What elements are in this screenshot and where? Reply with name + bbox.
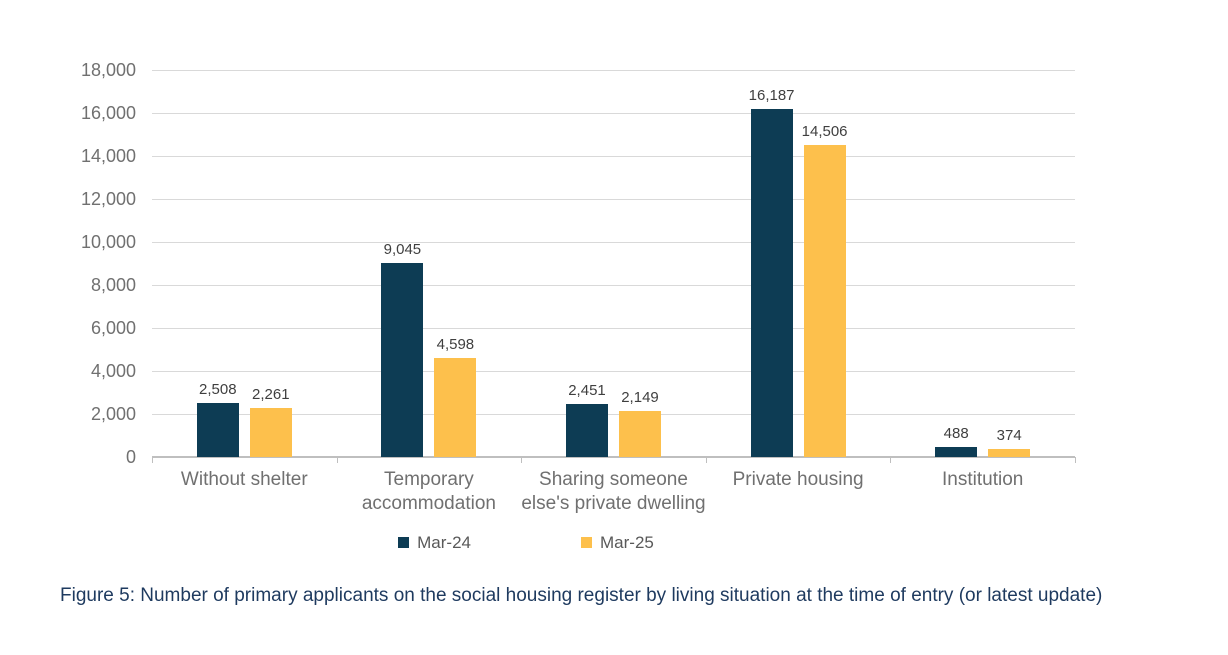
x-axis-line [152,456,1075,458]
bar-mar-24-private-housing [750,109,793,457]
value-label-mar-24-sharing-someone-else-s-private-dwelling: 2,451 [568,382,606,399]
legend-label-mar-24: Mar-24 [417,532,471,552]
bar-mar-24-temporary-accommodation [381,263,424,457]
legend-swatch-mar-24 [398,536,410,548]
gridline [152,370,1075,372]
y-axis-tick-label: 18,000 [80,60,136,80]
bar-mar-24-institution [935,447,978,457]
value-label-mar-25-without-shelter: 2,261 [252,386,290,403]
y-axis-tick-label: 2,000 [90,404,136,424]
legend-item-mar-24: Mar-24 [398,534,471,551]
value-label-mar-25-temporary-accommodation: 4,598 [436,336,475,353]
bar-mar-25-without-shelter [249,408,292,457]
category-label-temporary-accommodation: Temporary accommodation [361,469,496,514]
y-axis-tick-label: 10,000 [80,232,136,252]
bar-mar-24-without-shelter [196,403,239,457]
value-label-mar-25-sharing-someone-else-s-private-dwelling: 2,149 [621,389,659,406]
category-label-sharing-someone-else-s-private-dwelling: Sharing someone else's private dwelling [521,469,706,514]
value-label-mar-24-temporary-accommodation: 9,045 [383,241,422,258]
y-axis-tick-label: 4,000 [90,361,136,381]
gridline [152,327,1075,329]
value-label-mar-25-private-housing: 14,506 [801,123,848,140]
y-axis-tick-label: 6,000 [90,318,136,338]
legend-swatch-mar-25 [581,536,592,548]
y-axis-tick-label: 12,000 [80,189,136,209]
y-axis-tick-label: 14,000 [80,146,136,166]
gridline [152,241,1075,243]
figure-caption: Figure 5: Number of primary applicants o… [60,585,1103,606]
chart-legend: Mar-24 Mar-25 [0,531,1052,553]
gridline [152,112,1075,114]
bar-mar-25-institution [988,449,1031,457]
x-axis-tick [890,457,892,463]
gridline [152,198,1075,200]
y-axis-tick-label: 8,000 [90,275,136,295]
gridline [152,155,1075,157]
x-axis-tick [336,457,338,463]
category-label-institution: Institution [942,469,1024,490]
gridline [152,284,1075,286]
gridline [152,413,1075,415]
bar-mar-25-temporary-accommodation [434,358,477,457]
x-axis-tick [705,457,707,463]
x-axis-tick [1075,457,1076,463]
x-axis-tick [521,457,523,463]
y-axis-tick-label: 16,000 [80,103,136,123]
value-label-mar-24-without-shelter: 2,508 [199,381,237,398]
x-axis-tick [152,457,153,463]
value-label-mar-24-private-housing: 16,187 [748,87,795,104]
bar-mar-25-sharing-someone-else-s-private-dwelling [619,411,661,457]
category-label-without-shelter: Without shelter [180,469,308,490]
legend-item-mar-25: Mar-25 [581,534,654,551]
bar-mar-24-sharing-someone-else-s-private-dwelling [566,404,608,457]
y-axis-tick-label: 0 [125,447,136,467]
category-label-private-housing: Private housing [732,469,864,490]
gridline [152,69,1075,71]
bar-mar-25-private-housing [803,145,846,457]
legend-label-mar-25: Mar-25 [600,532,654,552]
value-label-mar-25-institution: 374 [996,427,1022,444]
value-label-mar-24-institution: 488 [943,425,969,442]
